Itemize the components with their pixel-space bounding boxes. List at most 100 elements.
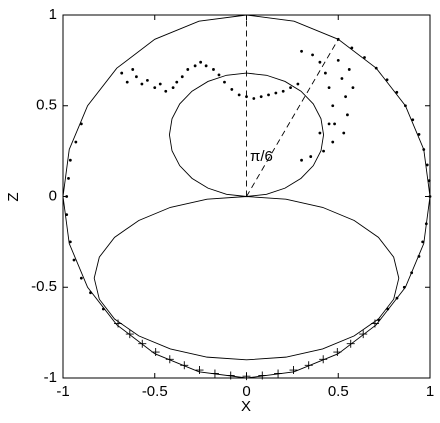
data-point: [324, 71, 327, 75]
data-point: [385, 78, 389, 82]
data-point: [79, 276, 83, 280]
data-point: [67, 176, 70, 180]
data-point: [199, 60, 203, 64]
data-point: [300, 158, 303, 162]
y-tick-label: 0: [49, 187, 57, 204]
y-axis-label: Z: [5, 192, 22, 201]
data-point: [120, 71, 124, 75]
data-point: [300, 49, 303, 53]
plus-marker: [114, 319, 123, 328]
data-point: [350, 46, 354, 50]
plus-marker: [210, 369, 219, 378]
data-point: [281, 89, 285, 93]
y-tick-label: -0.5: [31, 278, 57, 295]
plus-marker: [319, 355, 328, 364]
data-point: [340, 77, 344, 80]
data-point: [327, 86, 331, 89]
data-point: [410, 271, 414, 275]
data-point: [72, 258, 76, 262]
data-point: [309, 155, 313, 158]
x-tick-label: -1: [56, 383, 69, 400]
data-point: [395, 296, 399, 300]
data-point: [125, 80, 129, 84]
data-point: [153, 86, 157, 89]
data-point: [212, 68, 215, 71]
data-point: [204, 64, 208, 68]
data-point: [327, 122, 331, 126]
data-point: [318, 60, 322, 64]
plus-marker: [289, 366, 298, 375]
data-point: [342, 131, 346, 135]
data-point: [223, 80, 226, 84]
data-point: [322, 149, 325, 153]
plus-marker: [125, 330, 134, 339]
y-tick-label: 1: [49, 6, 57, 23]
data-point: [65, 213, 69, 217]
data-point: [65, 195, 69, 198]
data-point: [344, 95, 347, 99]
plus-marker: [258, 371, 267, 380]
x-tick-label: 0.5: [328, 383, 349, 400]
data-point: [417, 133, 421, 136]
data-point: [158, 82, 162, 86]
data-point: [402, 285, 406, 289]
data-point: [311, 53, 314, 57]
data-point: [289, 86, 292, 89]
data-point: [386, 307, 390, 311]
data-point: [347, 68, 351, 71]
plus-marker: [242, 372, 251, 381]
data-point: [274, 91, 278, 95]
plus-marker: [151, 348, 160, 357]
plus-marker: [138, 339, 147, 348]
data-point: [395, 90, 399, 94]
curve: [93, 196, 400, 361]
data-point: [411, 118, 415, 122]
plus-marker: [333, 348, 342, 357]
plus-marker: [304, 361, 313, 370]
data-point: [318, 131, 322, 135]
data-point: [101, 307, 105, 311]
data-point: [428, 195, 432, 198]
data-point: [245, 95, 248, 99]
data-point: [140, 82, 144, 86]
data-point: [377, 318, 381, 322]
plus-marker: [359, 330, 368, 339]
data-point: [131, 68, 135, 71]
y-tick-label: 0.5: [36, 97, 57, 114]
plus-marker: [370, 319, 379, 328]
data-point: [296, 82, 300, 86]
data-point: [363, 56, 366, 59]
data-point: [193, 64, 197, 68]
data-point: [417, 254, 421, 258]
data-point: [68, 158, 72, 162]
dashed-line: [246, 39, 339, 197]
x-tick-label: -0.5: [142, 383, 168, 400]
x-tick-label: 0: [242, 383, 250, 400]
data-point: [74, 140, 78, 144]
data-point: [351, 86, 355, 89]
data-point: [180, 75, 184, 79]
plus-marker: [274, 369, 283, 378]
data-point: [146, 78, 149, 82]
angle-annotation: π/6: [250, 148, 273, 165]
x-axis-label: X: [241, 398, 251, 415]
data-point: [259, 95, 263, 99]
data-point: [331, 104, 335, 108]
data-point: [135, 75, 138, 79]
data-point: [346, 113, 349, 117]
data-point: [333, 122, 336, 126]
plus-marker: [346, 339, 355, 348]
data-point: [89, 291, 92, 295]
data-point: [171, 86, 175, 89]
data-point: [237, 93, 241, 97]
plus-marker: [165, 355, 174, 364]
plus-marker: [180, 361, 189, 370]
data-point: [374, 66, 378, 70]
y-tick-label: -1: [44, 369, 57, 386]
data-point: [422, 148, 426, 151]
data-point: [175, 80, 179, 84]
x-tick-label: 1: [426, 383, 434, 400]
data-point: [217, 73, 221, 77]
data-point: [425, 163, 429, 167]
